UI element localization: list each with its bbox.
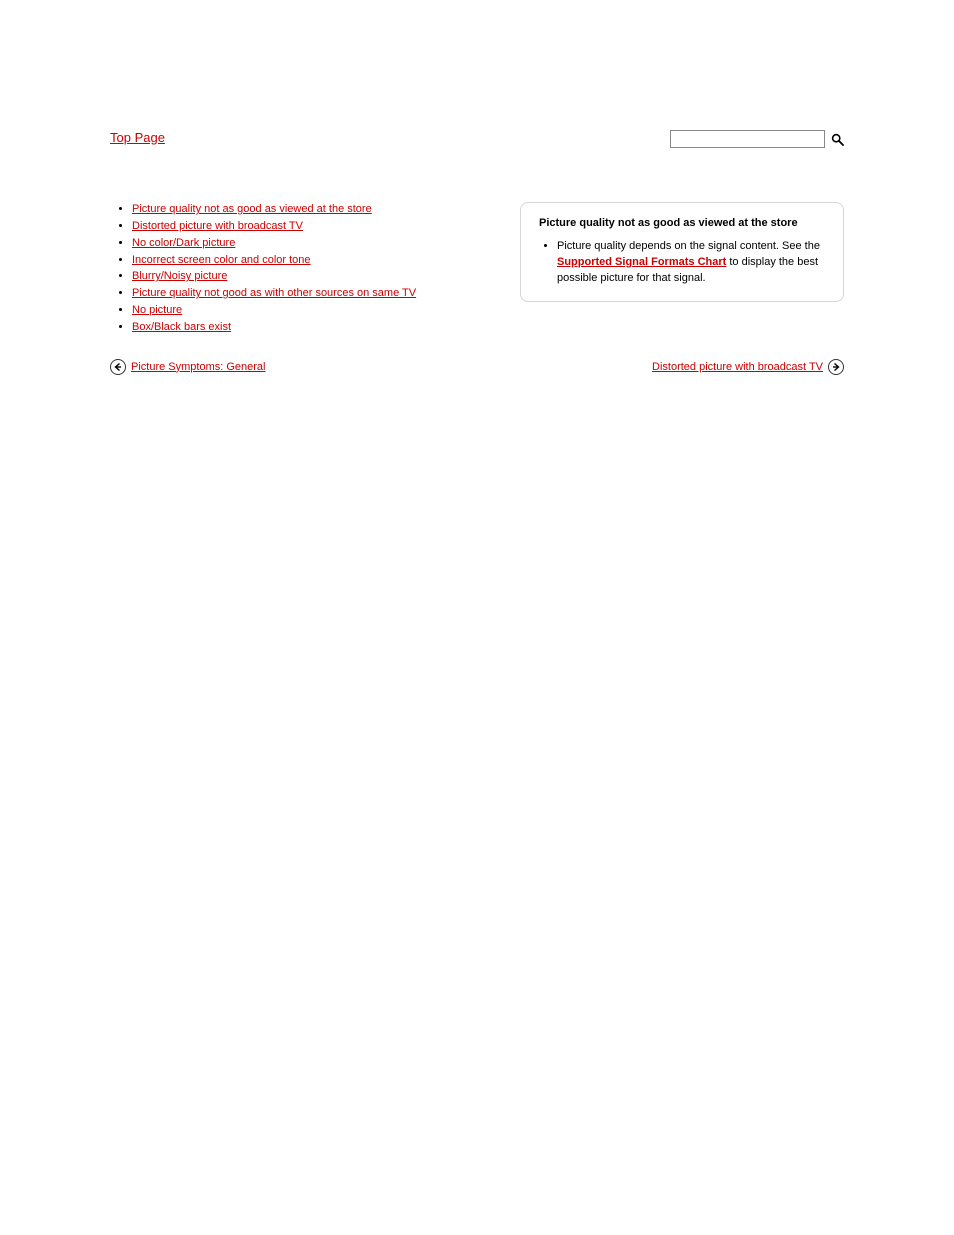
topic-link[interactable]: No color/Dark picture bbox=[132, 237, 235, 249]
list-item: Blurry/Noisy picture bbox=[132, 269, 500, 284]
panel-title: Picture quality not as good as viewed at… bbox=[539, 217, 827, 229]
search-input[interactable] bbox=[670, 130, 825, 148]
list-item: Picture quality not good as with other s… bbox=[132, 286, 500, 301]
brand: Top Page bbox=[110, 130, 165, 145]
list-item: No color/Dark picture bbox=[132, 236, 500, 251]
topic-link[interactable]: Incorrect screen color and color tone bbox=[132, 254, 311, 266]
topic-list: Picture quality not as good as viewed at… bbox=[110, 202, 500, 335]
breadcrumb-spacer bbox=[110, 168, 844, 174]
content-panel: Picture quality not as good as viewed at… bbox=[520, 202, 844, 302]
footer-nav: Picture Symptoms: General Distorted pict… bbox=[110, 359, 844, 375]
right-column: Picture quality not as good as viewed at… bbox=[520, 202, 844, 337]
topic-link[interactable]: Picture quality not as good as viewed at… bbox=[132, 203, 372, 215]
prev-arrow-icon[interactable] bbox=[110, 359, 126, 375]
topic-link[interactable]: Blurry/Noisy picture bbox=[132, 270, 227, 282]
list-item: No picture bbox=[132, 303, 500, 318]
left-column: Picture quality not as good as viewed at… bbox=[110, 202, 500, 337]
list-item: Picture quality not as good as viewed at… bbox=[132, 202, 500, 217]
signal-chart-link[interactable]: Supported Signal Formats Chart bbox=[557, 256, 726, 268]
next-link[interactable]: Distorted picture with broadcast TV bbox=[652, 361, 823, 373]
list-item: Box/Black bars exist bbox=[132, 320, 500, 335]
next-arrow-icon[interactable] bbox=[828, 359, 844, 375]
topic-link[interactable]: Box/Black bars exist bbox=[132, 321, 231, 333]
topic-link[interactable]: Distorted picture with broadcast TV bbox=[132, 220, 303, 232]
panel-body-item: Picture quality depends on the signal co… bbox=[557, 239, 827, 287]
topic-link[interactable]: No picture bbox=[132, 304, 182, 316]
list-item: Incorrect screen color and color tone bbox=[132, 253, 500, 268]
top-page-link[interactable]: Top Page bbox=[110, 130, 165, 145]
page-header: Top Page bbox=[110, 130, 844, 148]
prev-link[interactable]: Picture Symptoms: General bbox=[131, 361, 266, 373]
search-icon[interactable] bbox=[831, 133, 844, 146]
search bbox=[670, 130, 844, 148]
body-text-pre: Picture quality depends on the signal co… bbox=[557, 240, 820, 252]
list-item: Distorted picture with broadcast TV bbox=[132, 219, 500, 234]
topic-link[interactable]: Picture quality not good as with other s… bbox=[132, 287, 416, 299]
